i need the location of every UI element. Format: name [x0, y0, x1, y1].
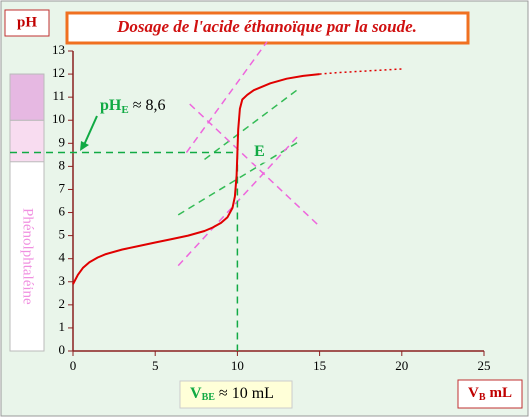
x-sub: B [479, 392, 486, 403]
ph-arrowhead [80, 141, 89, 151]
volume-equivalence-label: VBE ≈ 10 mL [190, 385, 274, 404]
y-tick-label: 10 [52, 111, 65, 126]
y-axis-label: pH [17, 14, 37, 30]
ph-main: pH [100, 97, 122, 114]
y-tick-label: 1 [59, 319, 66, 334]
y-tick-label: 5 [59, 227, 66, 242]
indicator-label: Phénolphtaléine [20, 208, 36, 305]
y-label-box [4, 9, 50, 37]
construction-line [185, 41, 268, 153]
y-tick-label: 9 [59, 134, 66, 149]
x-tick-label: 10 [231, 358, 244, 373]
v-main: V [190, 385, 202, 402]
y-tick-label: 6 [59, 204, 66, 219]
x-tick-label: 15 [313, 358, 326, 373]
chart-title: Dosage de l'acide éthanoïque par la soud… [116, 17, 417, 36]
x-axis-label: VB mL [468, 385, 512, 403]
curve [319, 68, 402, 75]
y-tick-label: 3 [59, 273, 66, 288]
ph-arrow [83, 115, 98, 146]
ph-label-box [92, 92, 180, 120]
equivalence-point-label: E [254, 143, 265, 160]
x-tick-label: 20 [395, 358, 408, 373]
construction-line [204, 87, 301, 161]
construction-line [189, 103, 321, 227]
ph-equivalence-label: pHE ≈ 8,6 [100, 97, 165, 116]
x-tick-label: 0 [70, 358, 77, 373]
indicator-zone [9, 73, 45, 121]
construction-line [177, 133, 301, 267]
curve [72, 73, 320, 285]
point-label-bg [249, 142, 270, 163]
x-label-box [457, 379, 523, 409]
ph-rest: ≈ 8,6 [129, 97, 166, 114]
ph-sub: E [121, 104, 128, 116]
y-tick-label: 7 [59, 180, 66, 195]
indicator-zone [9, 119, 45, 163]
x-main: V [468, 385, 479, 401]
volume-label-box [179, 380, 293, 409]
y-tick-label: 4 [59, 250, 66, 265]
x-tick-label: 5 [152, 358, 159, 373]
v-sub: BE [202, 392, 216, 403]
y-tick-label: 8 [59, 157, 66, 172]
y-tick-label: 2 [59, 296, 66, 311]
title-box [65, 11, 470, 45]
x-tick-label: 25 [478, 358, 491, 373]
v-rest: ≈ 10 mL [215, 385, 274, 402]
y-tick-label: 13 [52, 42, 65, 57]
y-tick-label: 11 [52, 88, 65, 103]
y-tick-label: 12 [52, 65, 65, 80]
x-rest: mL [490, 385, 513, 401]
y-tick-label: 0 [59, 342, 66, 357]
